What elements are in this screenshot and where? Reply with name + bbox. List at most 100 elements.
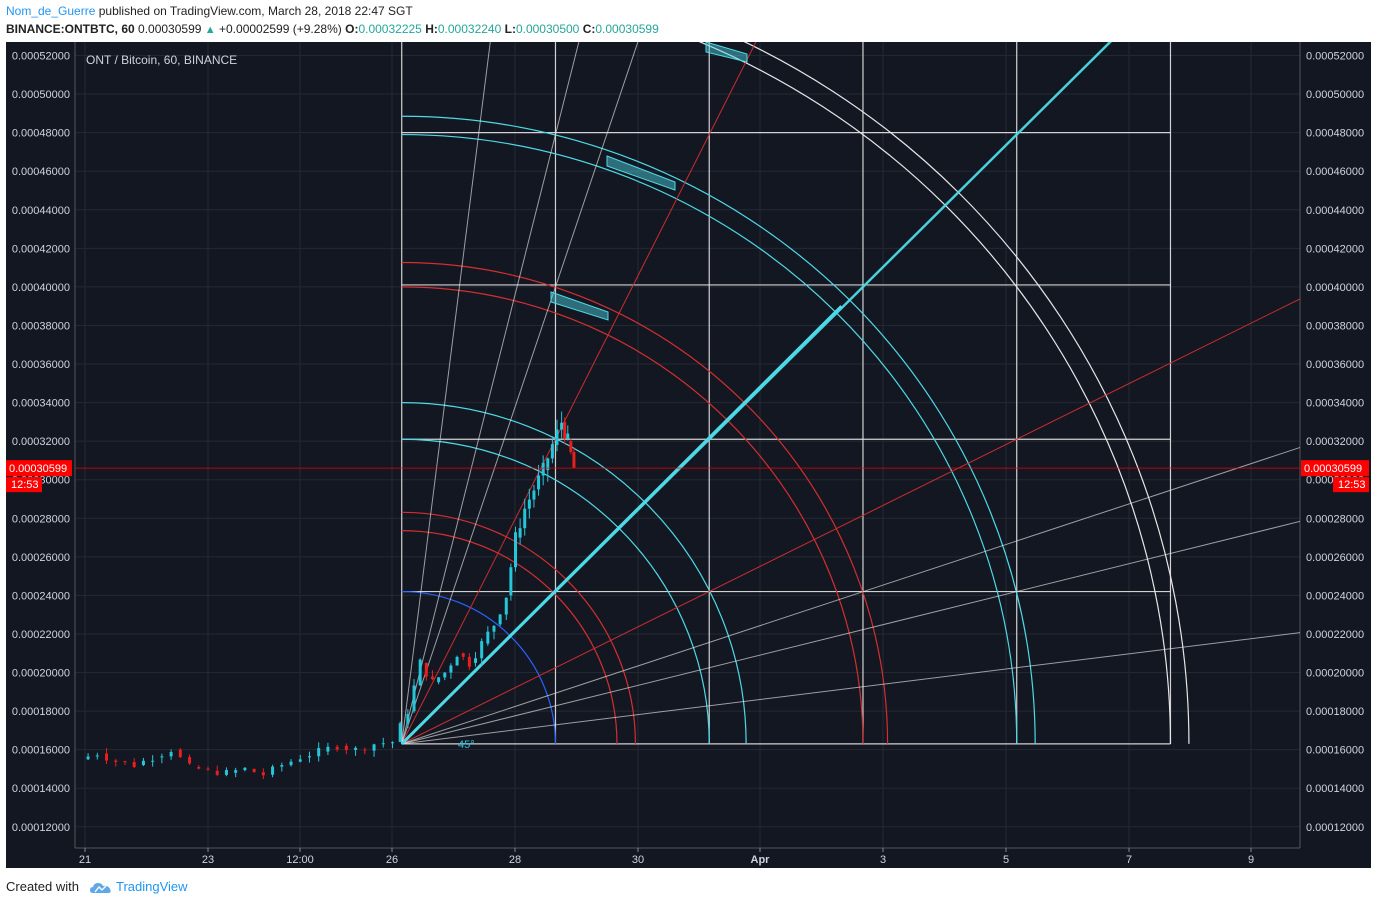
candle-body — [151, 760, 155, 762]
candle-body — [95, 755, 99, 757]
candle-body — [298, 759, 302, 762]
candle-body — [532, 490, 536, 500]
candle-body — [178, 749, 182, 758]
x-tick-label: 3 — [880, 854, 886, 866]
tradingview-brand[interactable]: TradingView — [116, 879, 188, 894]
y-tick-label-right: 0.00044000 — [1306, 205, 1364, 217]
y-tick-label-right: 0.00012000 — [1306, 822, 1364, 834]
candles-layer — [86, 411, 576, 780]
countdown-tag-left — [6, 477, 42, 493]
y-tick-label-right: 0.00016000 — [1306, 745, 1364, 757]
y-tick-label-left: 0.00024000 — [12, 590, 70, 602]
gann-fan-line-white — [401, 446, 1300, 745]
candle-body — [215, 770, 219, 775]
last-price-tag-right — [1301, 460, 1369, 477]
ohlc-header: BINANCE:ONTBTC, 60 0.00030599 ▲ +0.00002… — [6, 22, 659, 36]
y-tick-label-right: 0.00018000 — [1306, 706, 1364, 718]
gann-fan-line-white — [401, 42, 580, 744]
gann-fan-line-white — [401, 42, 639, 745]
candle-body — [224, 770, 228, 775]
gann-fan-line-red — [401, 298, 1300, 745]
high-label: H: — [425, 22, 438, 36]
y-tick-label-left: 0.00032000 — [12, 436, 70, 448]
y-tick-label-left: 0.00028000 — [12, 513, 70, 525]
y-tick-label-right: 0.00024000 — [1306, 590, 1364, 602]
y-tick-label-right: 0.00022000 — [1306, 629, 1364, 641]
last-price: 0.00030599 — [138, 22, 202, 36]
y-tick-label-right: 0.00014000 — [1306, 783, 1364, 795]
candle-body — [514, 532, 517, 568]
left-axis-panel — [6, 42, 75, 868]
target-zone — [705, 42, 748, 63]
countdown-text-right: 12:53 — [1338, 479, 1366, 491]
candle-body — [289, 761, 293, 766]
last-price-tag-left — [6, 460, 72, 477]
last-price-text-left: 0.00030599 — [9, 463, 67, 475]
candle-body — [105, 753, 109, 761]
gann-fan-line-white — [401, 42, 491, 744]
candle-body — [206, 768, 210, 770]
candle-body — [317, 747, 321, 757]
candle-body — [550, 444, 554, 459]
x-tick-label: Apr — [751, 854, 771, 866]
x-tick-label: 5 — [1003, 854, 1009, 866]
y-tick-label-left: 0.00018000 — [12, 706, 70, 718]
candle-body — [569, 441, 573, 452]
candle-body — [252, 768, 256, 773]
countdown-text-left: 12:53 — [11, 479, 39, 491]
candle-body — [492, 625, 496, 632]
y-tick-label-right: 0.00050000 — [1306, 89, 1364, 101]
x-tick-label: 12:00 — [286, 854, 314, 866]
candle-body — [566, 433, 570, 439]
candle-body — [398, 723, 402, 742]
candle-body — [418, 659, 422, 686]
created-with-label: Created with — [6, 879, 79, 894]
candle-body — [537, 475, 541, 490]
published-info: published on TradingView.com, March 28, … — [98, 4, 413, 18]
target-zone — [550, 291, 609, 321]
tradingview-cloud-icon — [89, 882, 111, 893]
close-value: 0.00030599 — [595, 22, 659, 36]
y-tick-label-left: 0.00022000 — [12, 629, 70, 641]
y-tick-label-right: 0.00052000 — [1306, 50, 1364, 62]
candle-body — [123, 761, 127, 763]
y-tick-label-left: 0.00042000 — [12, 243, 70, 255]
candle-body — [197, 767, 201, 769]
y-tick-label-right: 0.00042000 — [1306, 243, 1364, 255]
y-tick-label-left: 0.00046000 — [12, 166, 70, 178]
last-price-text-right: 0.00030599 — [1304, 463, 1362, 475]
candle-body — [335, 746, 339, 750]
author-link[interactable]: Nom_de_Guerre — [6, 4, 96, 18]
candle-body — [307, 756, 311, 758]
y-tick-label-right: 0.00038000 — [1306, 320, 1364, 332]
y-tick-label-right: 0.00028000 — [1306, 513, 1364, 525]
candle-body — [449, 665, 453, 673]
candle-body — [354, 747, 358, 750]
right-axis-panel — [1300, 42, 1371, 868]
change-value: +0.00002599 (+9.28%) — [219, 22, 342, 36]
candle-body — [467, 656, 471, 667]
y-tick-label-right: 0.00034000 — [1306, 398, 1364, 410]
candle-body — [486, 631, 490, 644]
y-tick-label-right: 0.00046000 — [1306, 166, 1364, 178]
y-tick-label-right: 0.00040000 — [1306, 282, 1364, 294]
candle-body — [391, 742, 394, 744]
gann-fan-line-white — [401, 520, 1300, 745]
y-tick-label-right: 0.00048000 — [1306, 128, 1364, 140]
candle-body — [560, 422, 564, 430]
candle-body — [141, 760, 145, 766]
candle-body — [437, 677, 441, 683]
y-tick-label-left: 0.00026000 — [12, 552, 70, 564]
x-tick-label: 9 — [1248, 854, 1254, 866]
candle-body — [498, 614, 502, 625]
candle-body — [234, 770, 238, 773]
candle-body — [424, 662, 428, 677]
bottom-axis-panel — [75, 848, 1300, 868]
candle-body — [504, 597, 508, 615]
candle-body — [86, 756, 90, 760]
plot-background — [75, 42, 1300, 848]
candle-body — [412, 685, 416, 712]
candle-body — [114, 760, 118, 762]
candle-body — [474, 658, 478, 663]
